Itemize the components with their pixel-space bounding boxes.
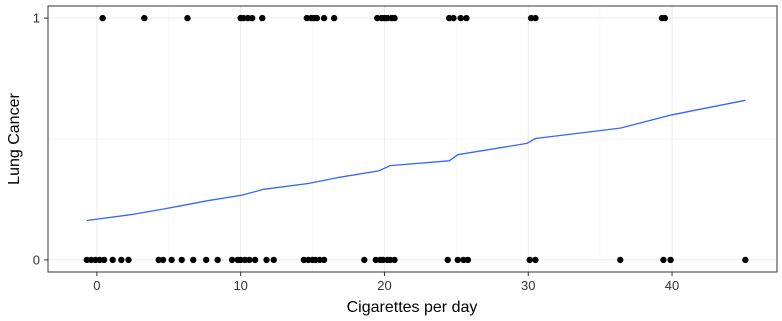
data-point	[214, 256, 221, 264]
data-point	[667, 256, 674, 264]
data-point	[259, 14, 266, 22]
data-point	[125, 256, 132, 264]
data-point	[463, 14, 470, 22]
x-tick-label: 0	[93, 278, 100, 293]
points-layer	[83, 14, 749, 264]
data-point	[313, 14, 321, 22]
x-axis-title: Cigarettes per day	[347, 299, 478, 316]
y-tick-label: 0	[33, 252, 40, 267]
data-point	[118, 256, 125, 264]
y-tick-label: 1	[33, 11, 40, 26]
data-point	[661, 14, 669, 22]
data-point	[251, 256, 259, 264]
trend-line-layer	[86, 99, 746, 222]
data-point	[660, 256, 667, 264]
data-point	[532, 14, 539, 22]
data-point	[391, 14, 398, 22]
data-point	[532, 256, 539, 264]
data-point	[168, 256, 175, 264]
data-point	[464, 256, 472, 264]
data-point	[141, 14, 148, 22]
data-point	[320, 256, 328, 264]
x-axis: 0 10 20 30 40	[93, 272, 679, 293]
data-point	[202, 256, 210, 264]
data-point	[248, 14, 256, 22]
data-point	[742, 256, 749, 264]
data-point	[246, 256, 253, 264]
data-point	[361, 256, 368, 264]
data-point	[444, 256, 451, 264]
data-point	[159, 256, 167, 264]
data-point	[100, 256, 108, 264]
data-point	[263, 256, 270, 264]
data-point	[617, 256, 624, 264]
data-point	[391, 256, 398, 264]
y-axis-title: Lung Cancer	[6, 93, 23, 185]
data-point	[320, 14, 328, 22]
data-point	[109, 256, 116, 264]
data-point	[526, 256, 533, 264]
data-point	[454, 256, 461, 264]
data-point	[184, 14, 191, 22]
data-point	[457, 14, 464, 22]
trend-line	[86, 99, 746, 222]
x-tick-label: 30	[521, 278, 535, 293]
x-tick-label: 20	[377, 278, 391, 293]
data-point	[99, 14, 106, 22]
data-point	[450, 14, 457, 22]
data-point	[228, 256, 236, 264]
data-point	[330, 14, 338, 22]
data-point	[178, 256, 185, 264]
x-tick-label: 10	[233, 278, 247, 293]
data-point	[190, 256, 197, 264]
x-tick-label: 40	[665, 278, 679, 293]
grid	[48, 6, 777, 272]
data-point	[270, 256, 277, 264]
plot-panel	[47, 5, 778, 273]
y-axis: 01	[33, 11, 48, 267]
